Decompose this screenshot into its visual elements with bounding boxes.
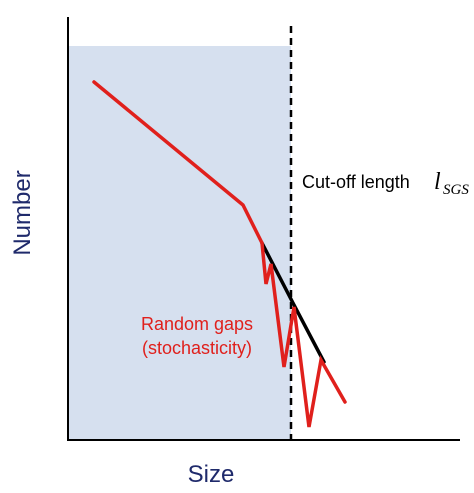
black-trend-line: [260, 241, 326, 364]
y-axis-label: Number: [9, 170, 36, 255]
red-size-distribution-curve: [92, 80, 347, 428]
cutoff-symbol: l: [434, 169, 441, 195]
stochasticity-label: (stochasticity): [142, 338, 252, 358]
cutoff-subscript: SGS: [443, 182, 469, 198]
cutoff-label: Cut-off length: [302, 172, 410, 192]
shaded-region: [68, 46, 291, 440]
random-gaps-label: Random gaps: [141, 314, 253, 334]
x-axis-label: Size: [188, 461, 235, 488]
